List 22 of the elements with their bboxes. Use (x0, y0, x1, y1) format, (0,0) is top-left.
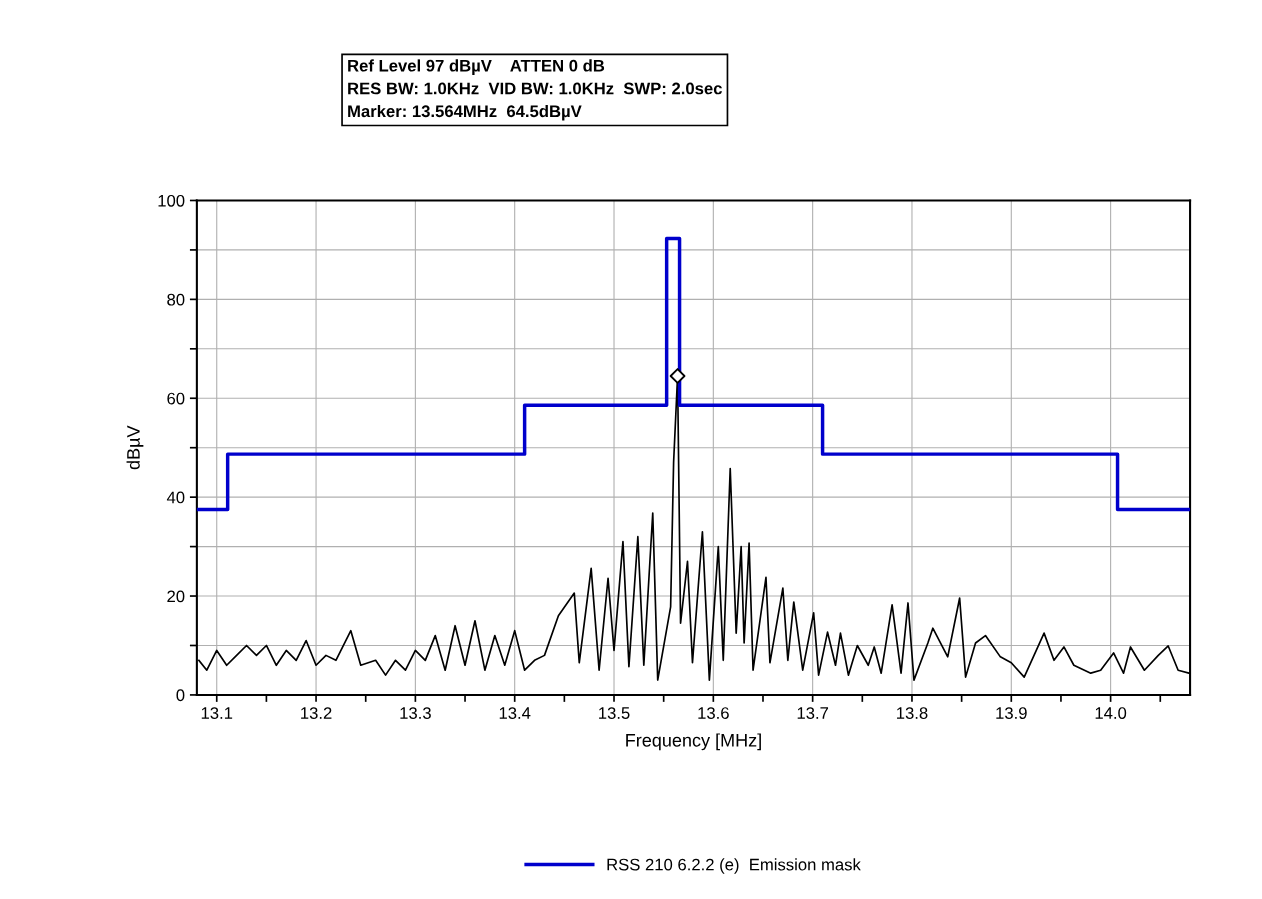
x-tick-label: 13.1 (201, 707, 233, 719)
y-tick-label: 0 (176, 689, 185, 702)
y-tick-label: 80 (167, 293, 185, 306)
x-tick-label: 13.6 (698, 707, 729, 719)
text: RES BW: 1.0KHz VID BW: 1.0KHz SWP: 2.0sec (348, 82, 722, 95)
x-tick-label: 13.3 (400, 707, 431, 719)
y-axis-title: dBµV (126, 425, 144, 470)
text: Ref Level 97 dBµV ATTEN 0 dB (348, 59, 605, 75)
legend-label: RSS 210 6.2.2 (e) Emission mask (607, 858, 861, 874)
x-tick-label: 13.8 (897, 707, 928, 719)
x-tick-label: 13.7 (797, 707, 829, 719)
x-tick-label: 13.4 (499, 707, 531, 719)
x-tick-label: 13.5 (599, 707, 630, 719)
y-tick-label: 20 (167, 590, 185, 603)
x-axis-title: Frequency [MHz] (626, 733, 761, 751)
x-tick-label: 13.2 (301, 707, 332, 719)
y-tick-label: 40 (166, 491, 185, 504)
y-tick-label: 100 (158, 194, 185, 207)
y-tick-label: 60 (167, 392, 185, 405)
text: Marker: 13.564MHz 64.5dBµV (348, 104, 582, 121)
x-tick-label: 14.0 (1095, 707, 1127, 719)
x-tick-label: 13.9 (996, 707, 1027, 719)
